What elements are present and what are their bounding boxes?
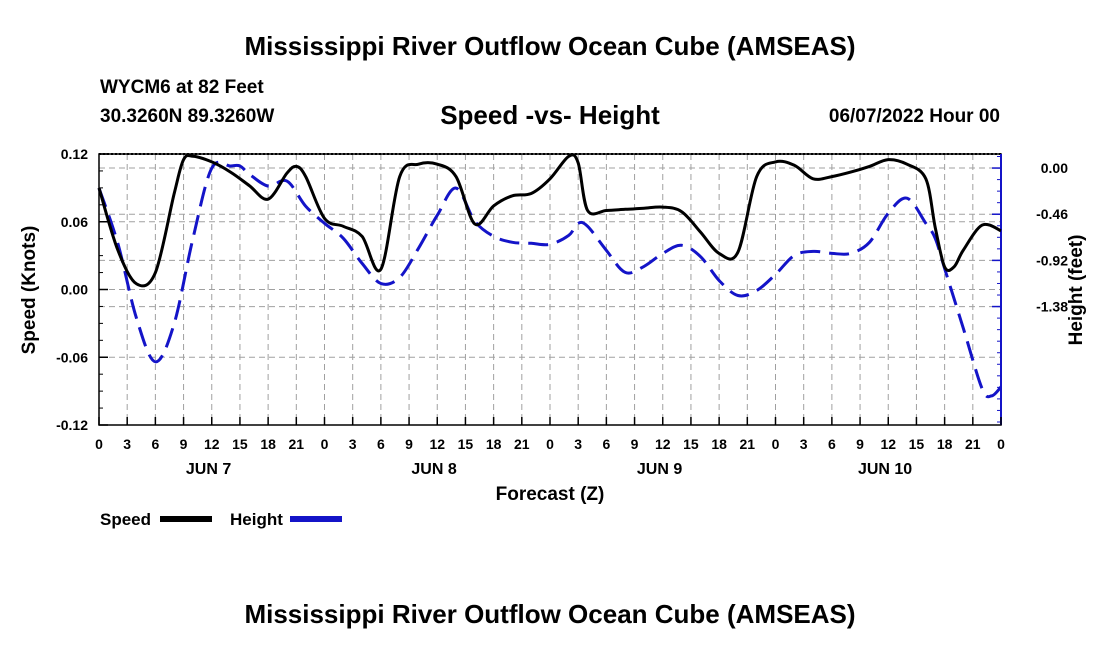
x-tick-label: 0 (95, 436, 103, 452)
x-tick-label: 12 (204, 436, 220, 452)
chart-axes: 0.12 0.06 0.00 -0.06 -0.12 0.00 -0.46 -0.92 -1.3… (56, 146, 1068, 478)
x-tick-label: 6 (602, 436, 610, 452)
x-tick-label: 0 (321, 436, 329, 452)
x-tick-label: 21 (514, 436, 530, 452)
x-tick-label: 15 (909, 436, 925, 452)
x-axis-label: Forecast (Z) (496, 484, 605, 505)
x-tick-label: 9 (180, 436, 188, 452)
x-tick-label: 15 (458, 436, 474, 452)
y-tick-label: 0.00 (61, 282, 88, 298)
station-coordinates: 30.3260N 89.3260W (100, 106, 275, 127)
x-tick-label: 3 (349, 436, 357, 452)
speed-series-line (97, 153, 1002, 288)
forecast-datetime: 06/07/2022 Hour 00 (828, 106, 1000, 127)
x-tick-label: 3 (800, 436, 808, 452)
grid-lines (99, 153, 1001, 426)
y-tick-label: -0.12 (56, 417, 88, 433)
x-tick-label: 6 (151, 436, 159, 452)
x-tick-label: 12 (655, 436, 671, 452)
x-tick-label: 0 (997, 436, 1005, 452)
x-tick-label: 9 (631, 436, 639, 452)
x-day-label: JUN 7 (186, 461, 231, 478)
x-tick-label: 18 (937, 436, 953, 452)
x-tick-label: 0 (546, 436, 554, 452)
x-tick-label: 9 (856, 436, 864, 452)
x-tick-label: 21 (965, 436, 981, 452)
x-tick-label: 21 (289, 436, 305, 452)
chart-main-title: Mississippi River Outflow Ocean Cube (AM… (244, 31, 856, 61)
x-day-label: JUN 10 (858, 461, 912, 478)
y-tick-label: -0.06 (56, 349, 88, 365)
x-tick-label: 12 (429, 436, 445, 452)
x-tick-label: 3 (123, 436, 131, 452)
x-tick-label: 6 (828, 436, 836, 452)
legend-speed-label: Speed (100, 510, 151, 529)
y-axis-label: Speed (Knots) (19, 226, 40, 355)
x-tick-label: 15 (232, 436, 248, 452)
y-tick-label: 0.06 (61, 214, 88, 230)
x-tick-label: 6 (377, 436, 385, 452)
x-tick-label: 21 (740, 436, 756, 452)
second-chart-title: Mississippi River Outflow Ocean Cube (AM… (244, 599, 856, 629)
y2-tick-label: -1.38 (1036, 299, 1068, 315)
x-day-label: JUN 9 (637, 461, 682, 478)
y2-axis-label: Height (feet) (1066, 235, 1087, 346)
x-tick-label: 15 (683, 436, 699, 452)
height-series-line (97, 160, 1003, 399)
x-tick-label: 18 (260, 436, 276, 452)
chart-subtitle: Speed -vs- Height (440, 100, 660, 130)
y-tick-label: 0.12 (61, 146, 88, 162)
x-tick-label: 18 (486, 436, 502, 452)
x-tick-label: 0 (772, 436, 780, 452)
x-day-label: JUN 8 (411, 461, 456, 478)
x-tick-label: 3 (574, 436, 582, 452)
y2-tick-label: 0.00 (1041, 160, 1068, 176)
y2-tick-label: -0.46 (1036, 206, 1068, 222)
legend-height-label: Height (230, 510, 283, 529)
x-tick-label: 9 (405, 436, 413, 452)
chart-legend: Speed Height (100, 510, 342, 529)
x-tick-label: 12 (880, 436, 896, 452)
station-label: WYCM6 at 82 Feet (100, 77, 264, 98)
data-series (97, 153, 1003, 399)
y2-tick-label: -0.92 (1036, 252, 1068, 268)
x-tick-label: 18 (711, 436, 727, 452)
